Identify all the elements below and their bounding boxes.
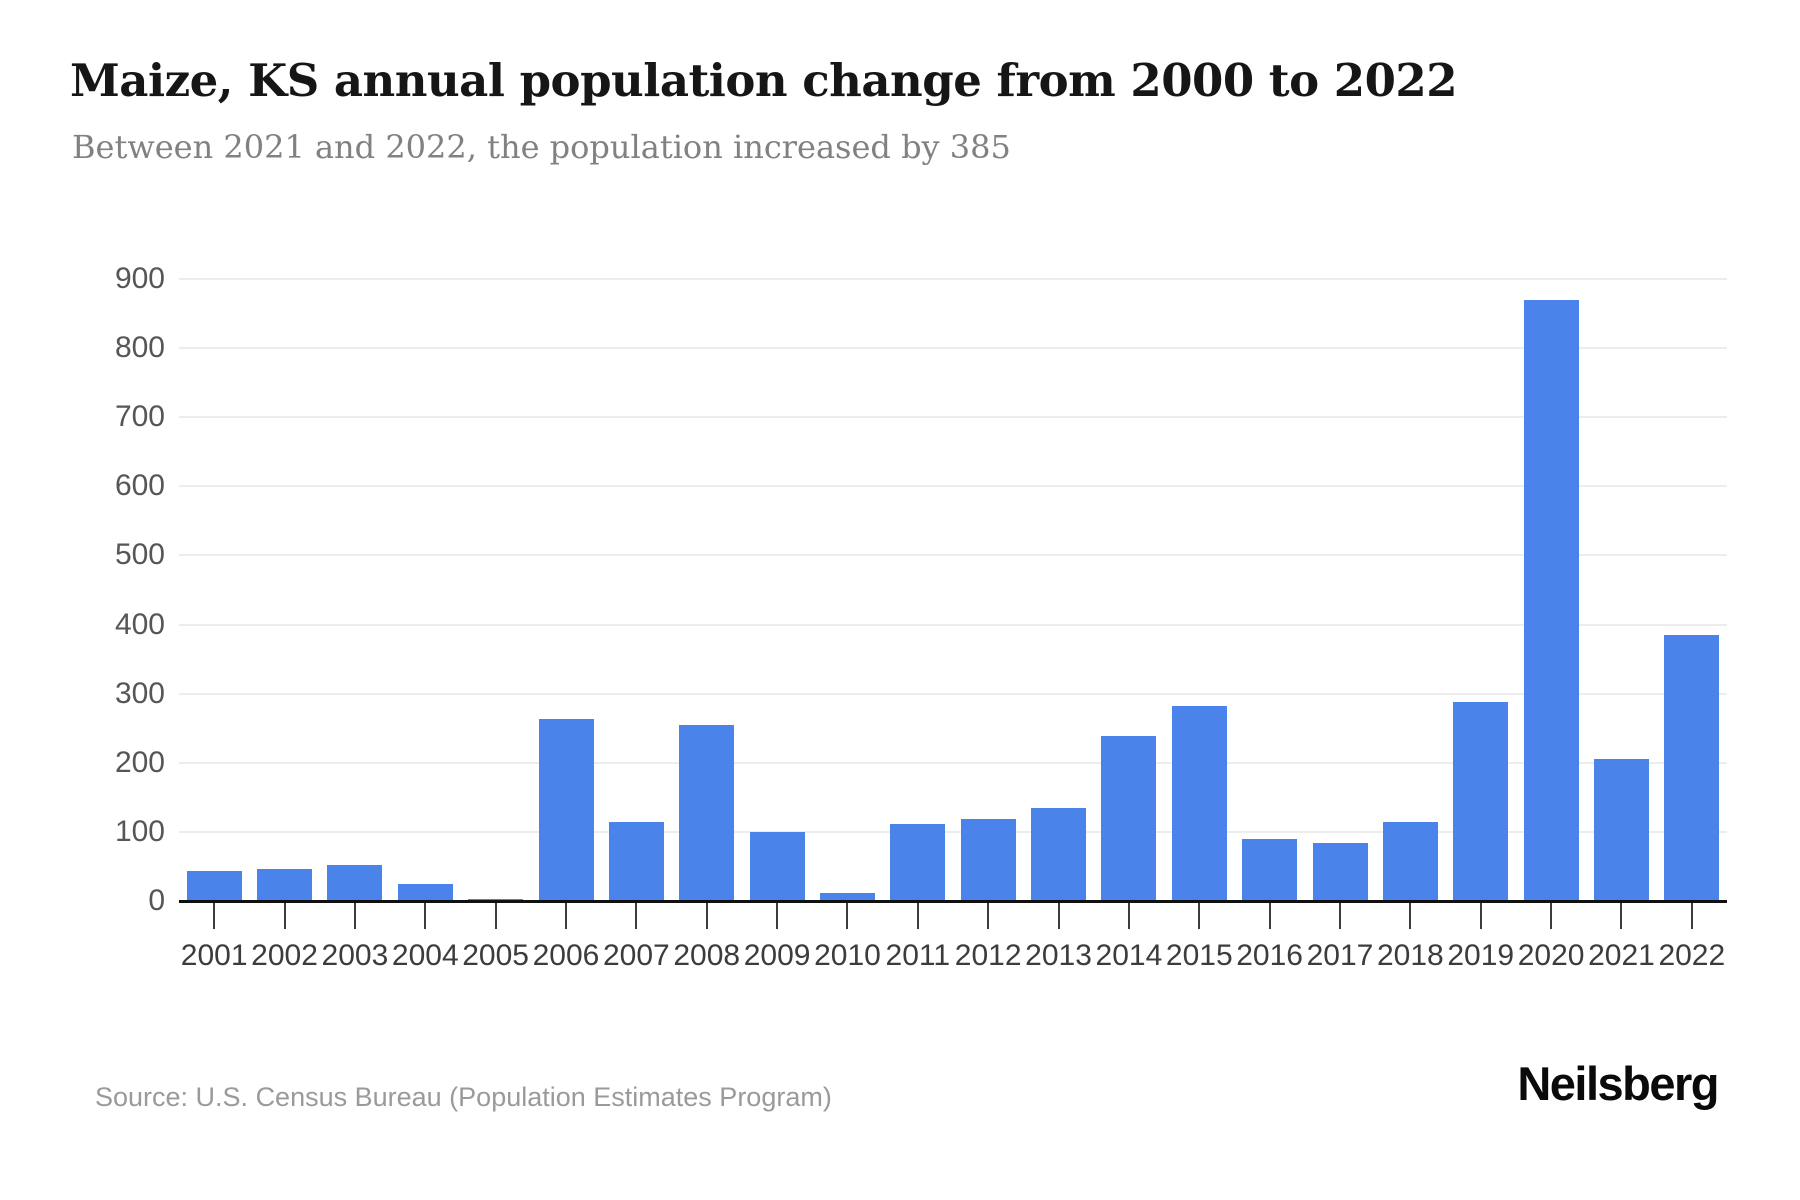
x-axis-label: 2020 [1517,939,1585,972]
gridline-600 [179,485,1727,488]
bar-2003 [327,865,383,901]
bar-2012 [960,818,1016,901]
bar-2021 [1593,758,1649,901]
x-axis-line [179,900,1727,903]
x-axis-label: 2022 [1658,939,1726,972]
x-axis-tick [1268,903,1271,929]
x-axis-tick [565,903,567,929]
x-axis-label: 2009 [743,939,811,972]
gridline-900 [179,278,1727,280]
x-axis-tick [1339,903,1341,929]
x-axis-label: 2021 [1588,939,1655,972]
x-axis-label: 2016 [1236,939,1303,972]
gridline-400 [179,623,1727,626]
y-axis-tick-label: 600 [114,469,165,503]
x-axis-tick [1620,903,1623,929]
x-axis-tick [424,903,427,929]
x-axis-tick [1479,903,1482,929]
gridline-100 [179,830,1727,833]
x-axis-label: 2017 [1306,939,1374,972]
x-axis-tick [1057,903,1060,929]
x-axis-tick [1198,903,1201,929]
bar-2015 [1171,706,1227,901]
x-axis-label: 2001 [180,939,248,972]
bar-2008 [679,725,735,901]
x-axis-label: 2003 [321,939,389,972]
x-axis-tick [1409,903,1412,929]
x-axis-tick [1690,903,1693,929]
x-axis-label: 2013 [1025,939,1092,972]
x-axis-label: 2019 [1447,939,1515,972]
x-axis-label: 2011 [885,939,951,972]
y-axis-tick-label: 100 [114,814,165,848]
y-axis-tick-label: 900 [114,262,165,295]
bar-2007 [608,821,664,901]
bar-2006 [538,718,594,901]
y-axis-tick-label: 800 [114,331,165,365]
bar-2016 [1242,838,1298,901]
x-axis-tick [916,903,919,929]
bar-2014 [1101,735,1157,901]
x-axis-label: 2018 [1376,939,1444,972]
y-axis-tick-label: 0 [148,884,165,917]
bar-2002 [257,869,313,901]
y-axis-tick-label: 200 [114,745,165,779]
bar-2001 [186,871,242,901]
x-axis-label: 2014 [1095,939,1163,972]
x-axis-label: 2008 [673,939,741,972]
bar-2020 [1523,300,1579,901]
chart-subtitle: Between 2021 and 2022, the population in… [72,128,1011,166]
bar-2018 [1382,821,1438,901]
gridline-500 [179,554,1727,557]
x-axis-tick [494,903,497,929]
gridline-200 [179,761,1727,764]
bar-2005 [468,898,524,901]
x-axis-tick [987,903,990,929]
x-axis-label: 2006 [532,939,600,972]
bar-2013 [1031,807,1087,901]
x-axis-label: 2002 [251,939,318,972]
chart-title: Maize, KS annual population change from … [70,54,1458,107]
bar-2019 [1453,701,1509,901]
bar-2010 [819,893,875,901]
x-axis-tick [213,903,216,929]
x-axis-label: 2004 [391,939,459,972]
x-axis-label: 2010 [814,939,881,972]
gridline-800 [179,347,1727,350]
x-axis-tick [1550,903,1553,929]
bar-2011 [890,823,946,901]
source-note: Source: U.S. Census Bureau (Population E… [95,1082,832,1112]
x-axis-label: 2005 [462,939,529,972]
bar-2009 [749,831,805,901]
bar-2017 [1312,842,1368,901]
bar-2022 [1664,634,1720,901]
y-axis-tick-label: 400 [114,607,165,641]
x-axis-tick [705,903,708,929]
bar-2004 [397,884,453,901]
x-axis-tick [283,903,286,929]
x-axis-label: 2012 [954,939,1022,972]
x-axis-label: 2015 [1165,939,1233,972]
x-axis-tick [635,903,638,929]
x-axis-tick [776,903,779,929]
x-axis-tick [353,903,356,929]
y-axis-tick-label: 300 [114,676,165,710]
gridline-700 [179,416,1727,419]
x-axis-tick [846,903,849,929]
brand-logo: Neilsberg [1517,1057,1719,1110]
x-axis-label: 2007 [602,939,670,972]
y-axis-tick-label: 700 [114,400,165,434]
y-axis-tick-label: 500 [114,538,165,572]
gridline-300 [179,692,1727,695]
x-axis-tick [1127,903,1130,929]
